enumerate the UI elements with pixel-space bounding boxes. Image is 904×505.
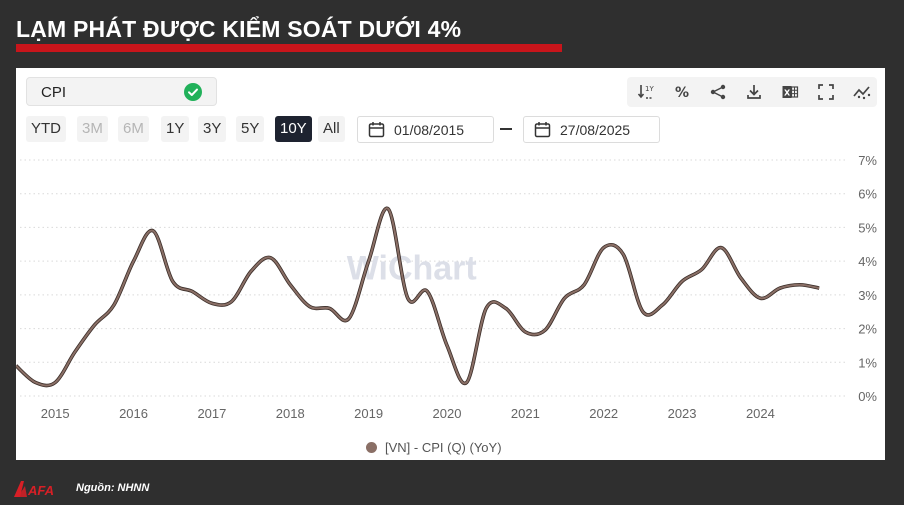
chart-legend[interactable]: [VN] - CPI (Q) (YoY): [366, 440, 502, 455]
y-tick-label: 3%: [858, 288, 877, 303]
range-6m-button[interactable]: 6M: [118, 116, 149, 142]
page-title: LẠM PHÁT ĐƯỢC KIỂM SOÁT DƯỚI 4%: [16, 16, 462, 42]
x-tick-label: 2015: [41, 406, 70, 421]
range-5y-button[interactable]: 5Y: [236, 116, 265, 142]
x-tick-label: 2023: [668, 406, 697, 421]
title-underline: [16, 44, 562, 52]
range-10y-button[interactable]: 10Y: [275, 116, 312, 142]
y-tick-label: 2%: [858, 322, 877, 337]
source-note: Nguồn: NHNN: [76, 482, 150, 494]
date-from-field[interactable]: 01/08/2015: [357, 116, 494, 143]
indicator-label: CPI: [41, 84, 67, 101]
range-3m-button[interactable]: 3M: [77, 116, 108, 142]
y-tick-label: 5%: [858, 220, 877, 235]
date-to-field[interactable]: 27/08/2025: [523, 116, 660, 143]
series-line: [16, 207, 820, 387]
svg-text:AFA: AFA: [27, 483, 54, 498]
watermark: WiChart: [347, 250, 477, 288]
y-tick-label: 7%: [858, 153, 877, 168]
calendar-icon: [534, 122, 551, 138]
date-from-value: 01/08/2015: [394, 122, 465, 138]
sort-by-year-icon[interactable]: 1Y: [637, 83, 655, 101]
range-1y-button[interactable]: 1Y: [161, 116, 190, 142]
svg-text:X: X: [784, 89, 791, 98]
share-icon[interactable]: [709, 83, 727, 101]
calendar-icon: [368, 122, 385, 138]
download-icon[interactable]: [745, 83, 763, 101]
legend-marker: [366, 442, 377, 453]
date-to-value: 27/08/2025: [560, 122, 631, 138]
indicator-selector[interactable]: CPI: [26, 77, 217, 106]
x-tick-label: 2021: [511, 406, 540, 421]
x-tick-label: 2024: [746, 406, 775, 421]
afa-logo: AFA: [14, 481, 54, 498]
percent-icon[interactable]: %: [673, 83, 691, 101]
excel-icon[interactable]: X: [781, 83, 799, 101]
cpi-line-chart: 0% 1% 2% 3% 4% 5% 6% 7% 2015 2016 2017 2018 2019 2020…: [16, 153, 877, 421]
x-tick-label: 2020: [433, 406, 462, 421]
check-circle-icon: [184, 83, 202, 101]
range-ytd-button[interactable]: YTD: [26, 116, 66, 142]
chart-toolbar: 1Y % X: [627, 77, 877, 107]
x-tick-label: 2016: [119, 406, 148, 421]
y-tick-label: 1%: [858, 355, 877, 370]
x-tick-label: 2022: [589, 406, 618, 421]
date-range-separator: [500, 128, 512, 130]
x-tick-label: 2019: [354, 406, 383, 421]
fullscreen-icon[interactable]: [817, 83, 835, 101]
svg-text:1Y: 1Y: [645, 85, 654, 93]
y-tick-label: 6%: [858, 187, 877, 202]
legend-label: [VN] - CPI (Q) (YoY): [385, 440, 502, 455]
range-3y-button[interactable]: 3Y: [198, 116, 227, 142]
svg-text:%: %: [675, 85, 689, 101]
x-tick-label: 2018: [276, 406, 305, 421]
chart-type-icon[interactable]: [853, 83, 871, 101]
range-all-button[interactable]: All: [318, 116, 345, 142]
chart-panel: CPI 1Y % X: [16, 68, 885, 460]
y-tick-label: 4%: [858, 254, 877, 269]
x-tick-label: 2017: [197, 406, 226, 421]
y-tick-label: 0%: [858, 389, 877, 404]
